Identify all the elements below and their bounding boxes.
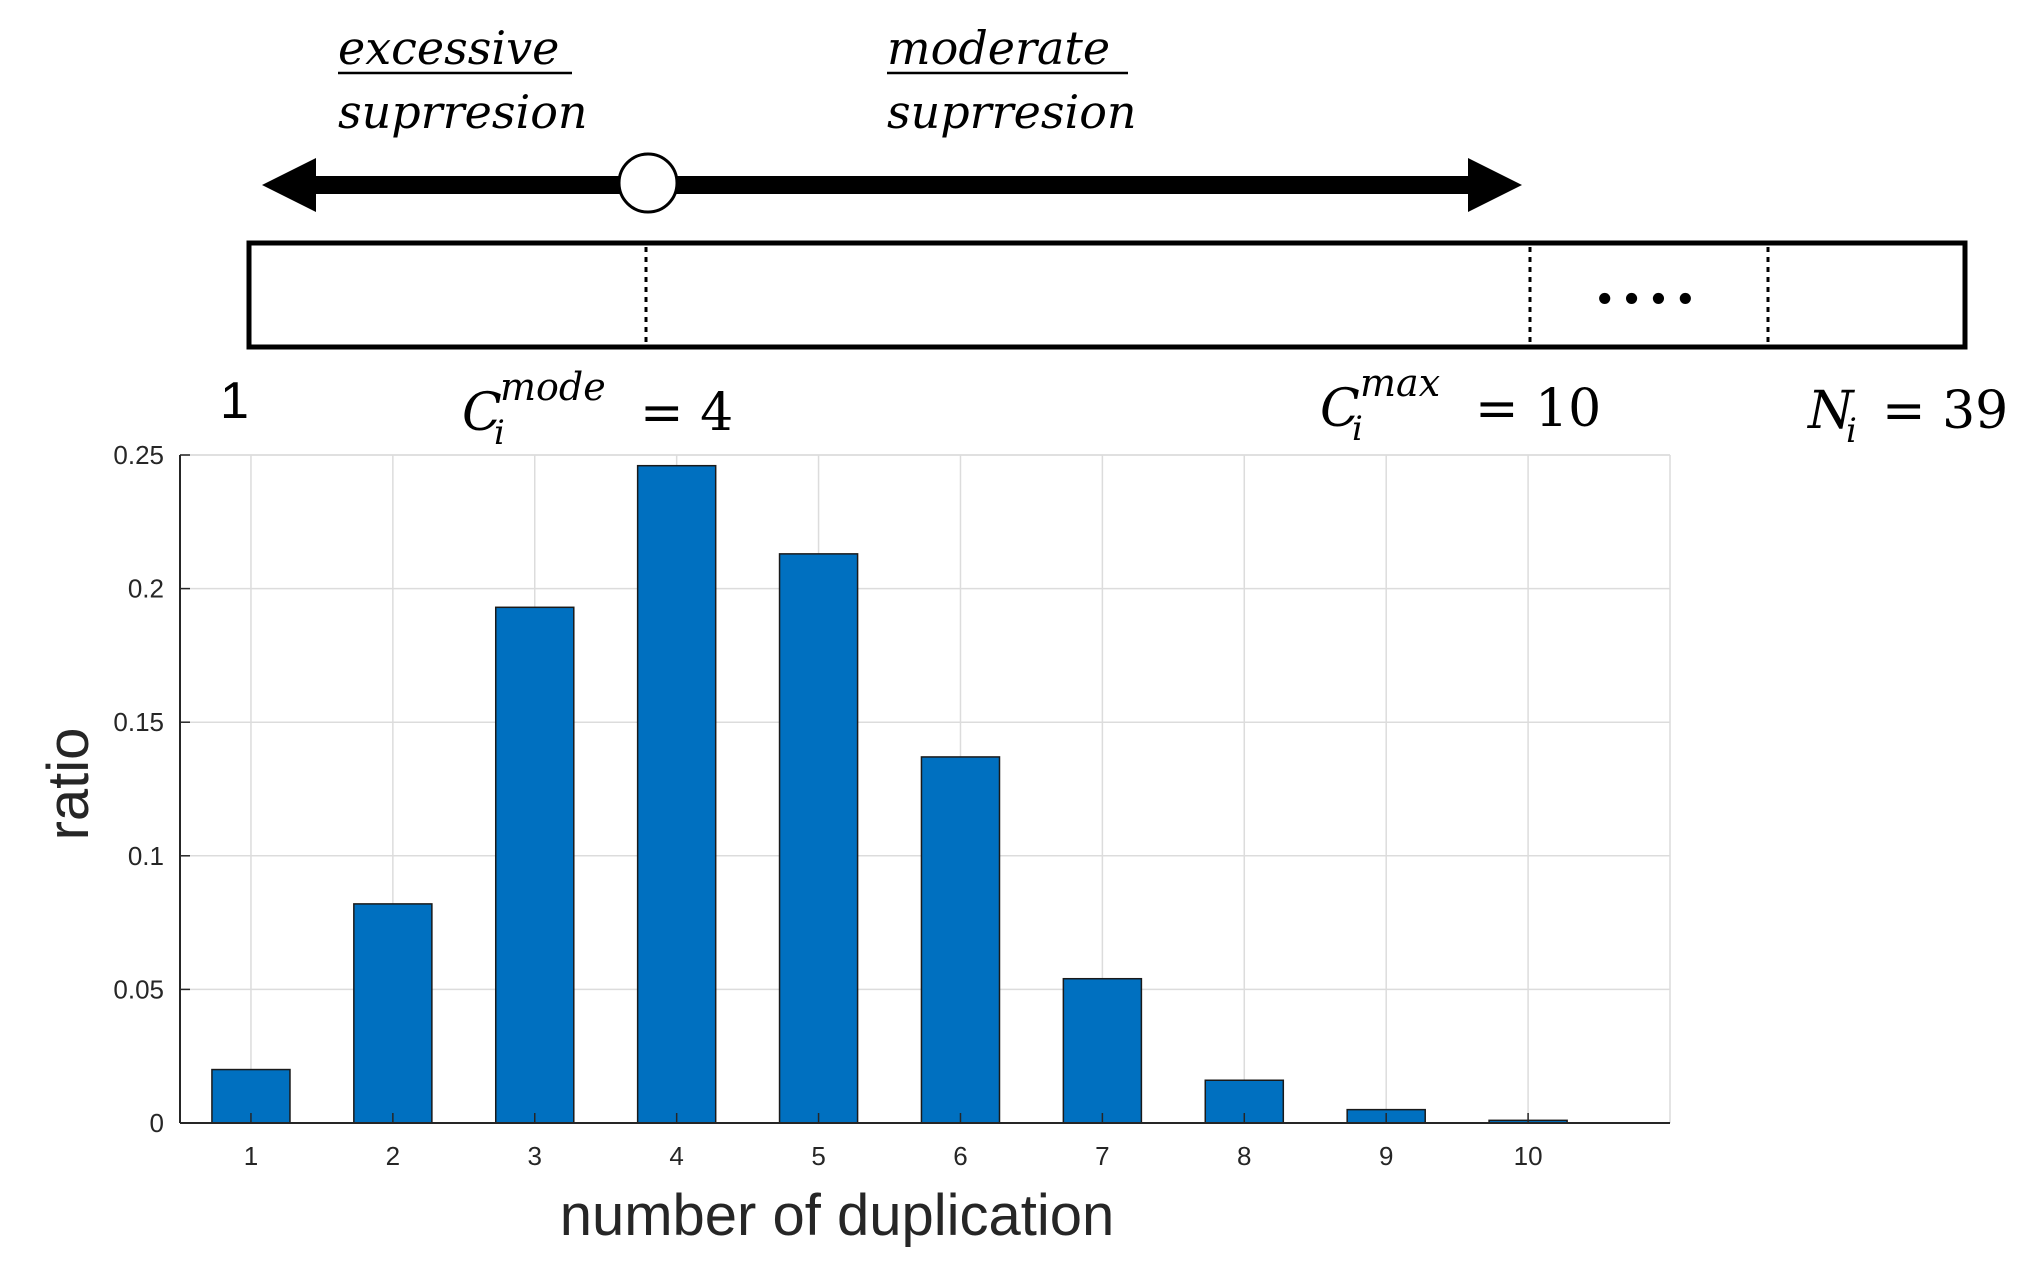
x-tick-label: 8 [1237, 1141, 1251, 1171]
arrow-left-head [262, 158, 316, 212]
bar [778, 553, 859, 1124]
bar [636, 464, 717, 1124]
n-subscript: i [1846, 411, 1857, 451]
suppression-diagram: excessive suprresion moderate suprresion… [220, 21, 2008, 453]
x-tick-label: 9 [1379, 1141, 1393, 1171]
x-tick-label: 5 [811, 1141, 825, 1171]
bar-chart: 0 0.05 0.1 0.15 0.2 0.25 1 2 3 4 5 6 7 8 9 10 number o… [36, 440, 1671, 1248]
bar [353, 903, 433, 1124]
y-tick-label: 0 [150, 1108, 164, 1138]
x-tick-label: 2 [386, 1141, 400, 1171]
mode-marker-circle [617, 152, 679, 214]
n-value: = 39 [1882, 381, 2008, 441]
x-tick-label: 6 [953, 1141, 967, 1171]
y-axis-label: ratio [36, 728, 101, 841]
x-tick-label: 3 [528, 1141, 542, 1171]
axes [179, 454, 1670, 1124]
mode-value: = 4 [640, 383, 733, 443]
y-tick-labels: 0 0.05 0.1 0.15 0.2 0.25 [113, 440, 164, 1138]
max-formula: C i max = 10 [1320, 361, 1601, 449]
y-tick-label: 0.2 [128, 574, 164, 604]
mode-formula: C i mode = 4 [462, 365, 733, 453]
x-tick-label: 4 [669, 1141, 683, 1171]
x-axis-label: number of duplication [560, 1183, 1115, 1248]
bar [920, 756, 1001, 1124]
bars [211, 464, 1568, 1124]
excessive-label-line1: excessive [338, 21, 559, 75]
max-subscript: i [1352, 409, 1363, 449]
moderate-label-line2: suprresion [887, 85, 1137, 139]
x-tick-labels: 1 2 3 4 5 6 7 8 9 10 [244, 1141, 1543, 1171]
bar [494, 606, 575, 1124]
x-tick-label: 1 [244, 1141, 258, 1171]
start-label: 1 [220, 372, 249, 430]
x-tick-label: 7 [1095, 1141, 1109, 1171]
y-tick-label: 0.1 [128, 841, 164, 871]
y-tick-label: 0.15 [113, 707, 164, 737]
mode-symbol: C [462, 383, 502, 443]
range-box [246, 240, 1968, 350]
moderate-label-line1: moderate [887, 21, 1110, 75]
max-superscript: max [1360, 361, 1440, 405]
n-symbol: N [1806, 381, 1855, 441]
arrow-right-head [1468, 158, 1522, 212]
mode-superscript: mode [500, 365, 606, 409]
ellipsis-text: .... [1594, 248, 1702, 318]
x-tick-label: 10 [1514, 1141, 1543, 1171]
n-formula: N i = 39 [1806, 381, 2008, 451]
excessive-label-line2: suprresion [338, 85, 588, 139]
y-tick-label: 0.05 [113, 974, 164, 1004]
max-symbol: C [1320, 379, 1360, 439]
y-tick-label: 0.25 [113, 440, 164, 470]
bar [1062, 977, 1143, 1124]
max-value: = 10 [1475, 379, 1601, 439]
mode-subscript: i [494, 413, 505, 453]
